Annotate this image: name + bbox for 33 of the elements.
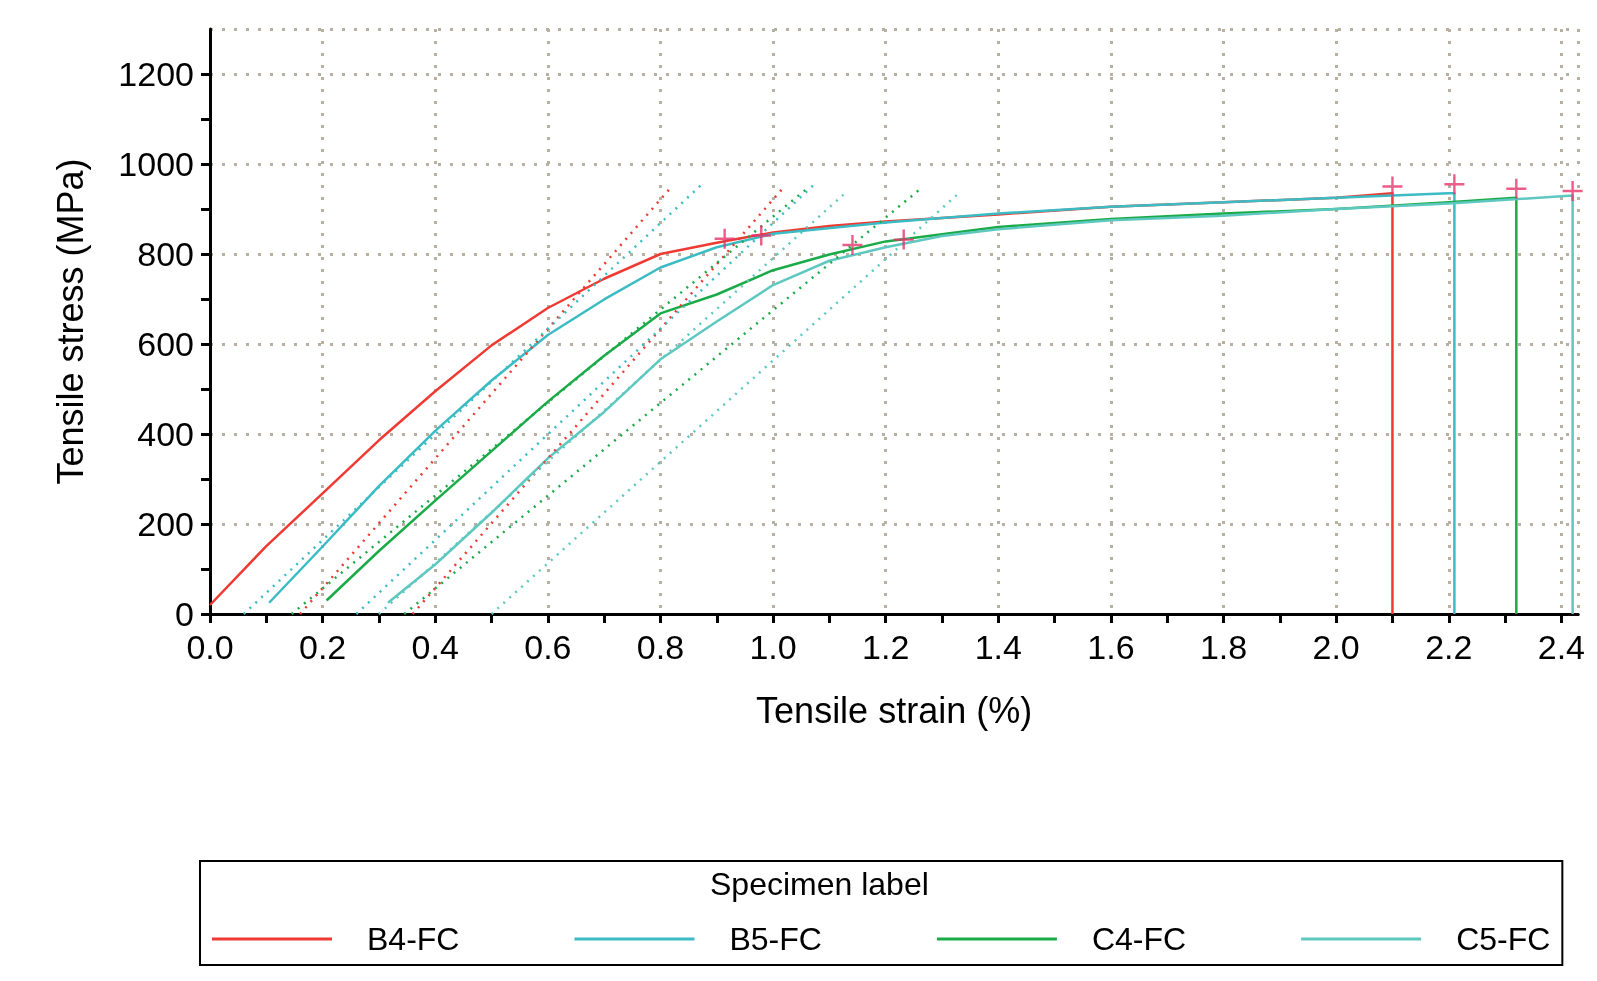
y-tick-label: 800 [137, 235, 194, 273]
y-tick-label: 600 [137, 325, 194, 363]
x-tick-label: 0.6 [524, 628, 572, 666]
x-tick-label: 1.6 [1087, 628, 1135, 666]
x-tick-label: 1.8 [1199, 628, 1248, 666]
x-tick-label: 1.0 [749, 628, 797, 666]
y-tick-label: 1200 [118, 55, 194, 93]
legend-title: Specimen label [710, 866, 929, 902]
point [714, 228, 735, 249]
x-tick-label: 0.2 [298, 628, 347, 666]
point [842, 235, 863, 255]
point [1562, 181, 1583, 201]
y-tick-label: 400 [137, 415, 194, 453]
point [751, 225, 772, 246]
point [1382, 176, 1403, 197]
legend-label: B4-FC [367, 921, 460, 957]
x-tick-label: 0.8 [636, 628, 685, 666]
point [893, 229, 914, 250]
legend-label: B5-FC [729, 921, 822, 957]
legend-label: C4-FC [1091, 921, 1187, 957]
x-axis-title: Tensile strain (%) [756, 689, 1033, 731]
x-tick-label: 2.0 [1312, 628, 1360, 666]
y-axis-title: Tensile stress (MPa) [49, 158, 91, 485]
legend-label: C5-FC [1456, 921, 1551, 957]
point [1506, 178, 1527, 199]
x-tick-label: 2.4 [1537, 628, 1585, 666]
y-tick-label: 200 [137, 505, 194, 543]
point [1444, 174, 1465, 195]
x-tick-label: 2.2 [1425, 628, 1473, 666]
x-tick-label: 1.4 [974, 628, 1022, 666]
y-tick-label: 1000 [118, 145, 194, 183]
x-tick-label: 1.2 [862, 628, 910, 666]
x-tick-label: 0.4 [411, 628, 459, 666]
